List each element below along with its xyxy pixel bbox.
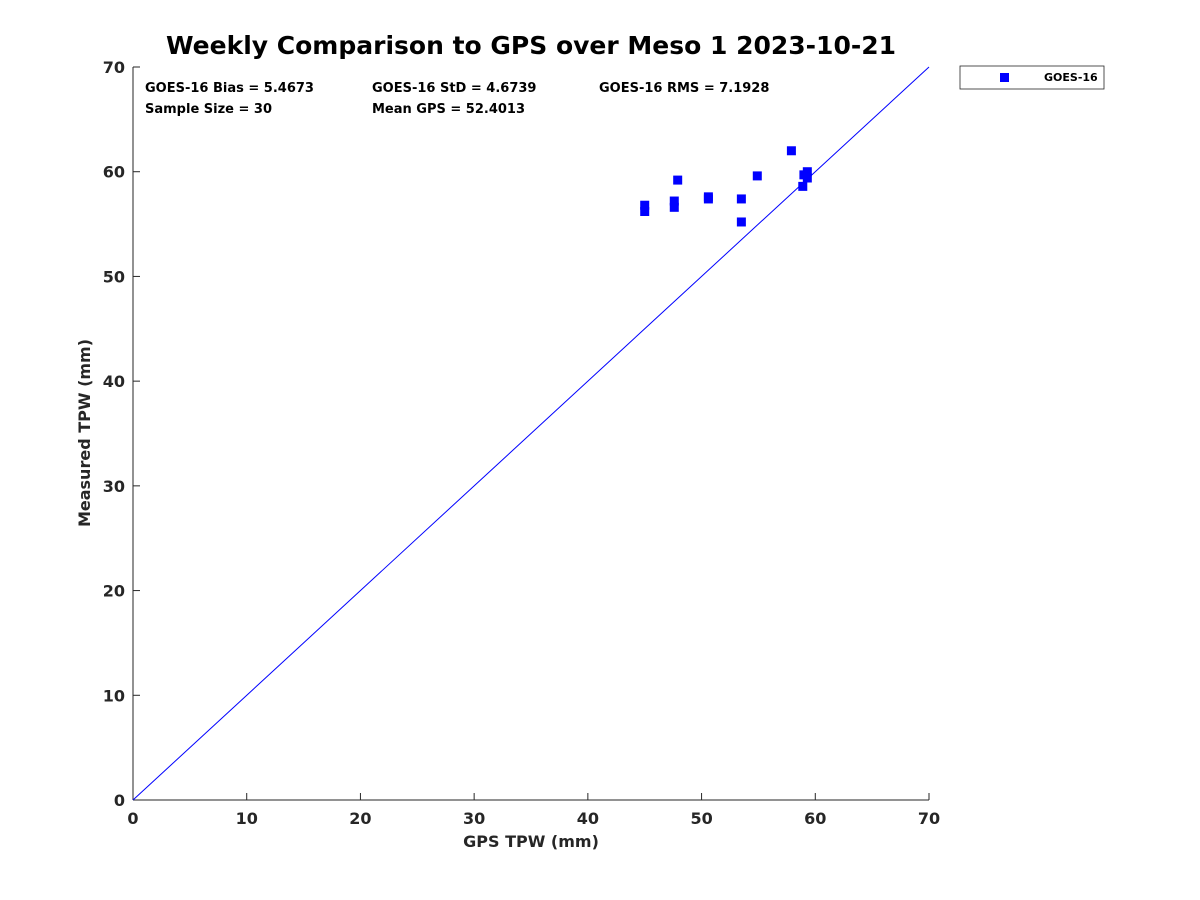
statistics-annotations: GOES-16 Bias = 5.4673 GOES-16 StD = 4.673… (145, 81, 769, 117)
data-point (802, 167, 812, 177)
reference-line-layer (132, 66, 930, 801)
x-tick-label: 40 (577, 809, 599, 828)
legend-label-goes-16: GOES-16 (1044, 71, 1098, 84)
x-tick-label: 50 (690, 809, 712, 828)
y-tick-label: 70 (103, 58, 125, 77)
data-point (673, 175, 683, 185)
stat-annotation: GOES-16 StD = 4.6739 (372, 81, 536, 96)
legend-marker-goes-16 (1000, 73, 1009, 82)
y-axis-label: Measured TPW (mm) (75, 339, 94, 527)
data-point (640, 200, 650, 210)
y-tick-label: 10 (103, 686, 125, 705)
x-tick-label: 60 (804, 809, 826, 828)
data-points-layer (640, 146, 812, 227)
y-tick-label: 20 (103, 582, 125, 601)
y-tick-label: 40 (103, 372, 125, 391)
stat-annotation: Mean GPS = 52.4013 (372, 102, 525, 117)
y-tick-label: 0 (114, 791, 125, 810)
one-to-one-line (132, 66, 930, 801)
x-tick-label: 10 (236, 809, 258, 828)
stat-annotation: GOES-16 Bias = 5.4673 (145, 81, 314, 96)
data-point (786, 146, 796, 156)
data-point (669, 202, 679, 212)
y-tick-label: 50 (103, 267, 125, 286)
data-point (640, 207, 650, 217)
x-tick-label: 70 (918, 809, 940, 828)
legend: GOES-16 (959, 65, 1105, 90)
x-tick-label: 30 (463, 809, 485, 828)
legend-box (959, 65, 1105, 90)
axes: 0 10 20 30 40 50 60 70 0 10 20 30 40 50 60 70 (103, 58, 940, 828)
stat-annotation: Sample Size = 30 (145, 102, 272, 117)
x-tick-label: 20 (349, 809, 371, 828)
data-point (736, 194, 746, 204)
y-tick-label: 30 (103, 477, 125, 496)
x-tick-label: 0 (127, 809, 138, 828)
data-point (752, 171, 762, 181)
data-point (736, 217, 746, 227)
chart-title: Weekly Comparison to GPS over Meso 1 202… (166, 31, 896, 60)
data-point (798, 181, 808, 191)
y-tick-label: 60 (103, 163, 125, 182)
data-point (669, 196, 679, 206)
stat-annotation: GOES-16 RMS = 7.1928 (599, 81, 769, 96)
data-point (802, 173, 812, 183)
data-point (703, 192, 713, 202)
x-axis-label: GPS TPW (mm) (463, 832, 599, 851)
